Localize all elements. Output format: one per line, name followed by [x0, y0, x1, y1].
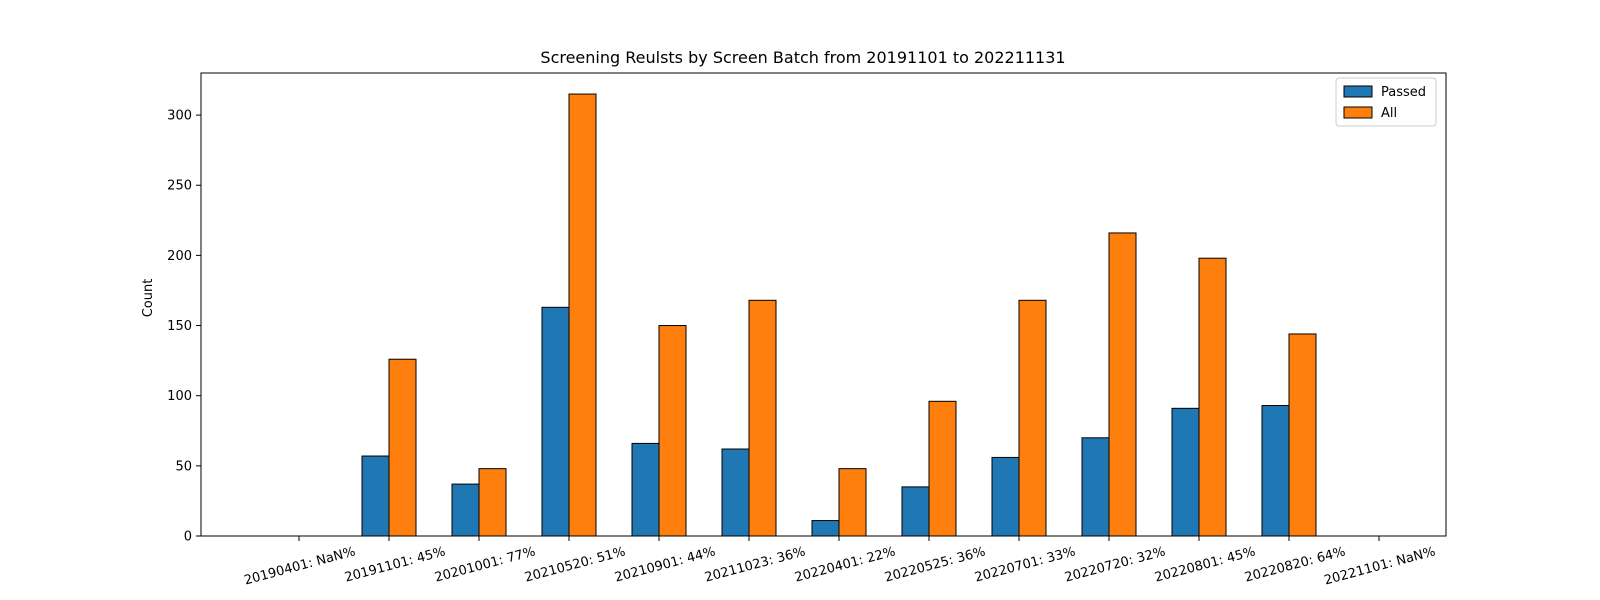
y-tick-label-6: 300	[167, 109, 192, 124]
chart-title: Screening Reulsts by Screen Batch from 2…	[540, 48, 1065, 67]
bar-passed-5	[721, 448, 750, 537]
x-tick-label-8: 20220701: 33%	[973, 544, 1077, 585]
plot-area: 0 50 100 150 200 250 300 20190401: NaN%20191101…	[167, 72, 1447, 588]
bar-all-10	[1198, 257, 1227, 537]
bar-passed-2	[451, 483, 480, 537]
bar-passed-7	[901, 486, 930, 537]
bar-all-11	[1288, 333, 1317, 537]
x-tick-label-2: 20201001: 77%	[433, 544, 537, 585]
bar-passed-3	[541, 306, 570, 537]
bar-all-7	[928, 400, 957, 537]
x-tick-label-1: 20191101: 45%	[343, 544, 447, 585]
y-tick-label-0: 0	[184, 530, 192, 545]
bar-all-6	[838, 468, 867, 537]
bar-passed-6	[811, 520, 840, 537]
y-tick-label-5: 250	[167, 179, 192, 194]
y-tick-label-3: 150	[167, 319, 192, 334]
bar-passed-8	[991, 456, 1020, 537]
x-tick-label-9: 20220720: 32%	[1063, 544, 1167, 585]
bar-all-9	[1108, 232, 1137, 537]
bar-all-8	[1018, 299, 1047, 537]
bar-passed-9	[1081, 437, 1110, 537]
legend: Passed All	[1335, 77, 1437, 127]
legend-swatch-passed	[1343, 85, 1373, 98]
bar-passed-1	[361, 455, 390, 537]
bar-passed-10	[1171, 407, 1200, 537]
plot-frame	[200, 72, 1447, 537]
bar-passed-11	[1261, 405, 1290, 537]
bar-all-2	[478, 468, 507, 537]
x-tick-label-6: 20220401: 22%	[793, 544, 897, 585]
y-tick-label-2: 100	[167, 389, 192, 404]
bar-all-3	[568, 93, 597, 537]
x-tick-label-7: 20220525: 36%	[883, 544, 987, 585]
x-tick-label-10: 20220801: 45%	[1153, 544, 1257, 585]
bar-all-4	[658, 325, 687, 537]
y-tick-label-4: 200	[167, 249, 192, 264]
x-tick-label-3: 20210520: 51%	[523, 544, 627, 585]
x-tick-label-5: 20211023: 36%	[703, 544, 807, 585]
x-tick-label-0: 20190401: NaN%	[243, 544, 357, 588]
legend-label-passed: Passed	[1381, 85, 1426, 100]
bar-passed-4	[631, 442, 660, 537]
y-tick-label-1: 50	[175, 459, 192, 474]
bar-all-1	[388, 358, 417, 537]
x-tick-label-4: 20210901: 44%	[613, 544, 717, 585]
bar-all-5	[748, 299, 777, 537]
legend-swatch-all	[1343, 106, 1373, 119]
y-axis-label: Count	[141, 279, 156, 318]
legend-label-all: All	[1381, 106, 1397, 121]
